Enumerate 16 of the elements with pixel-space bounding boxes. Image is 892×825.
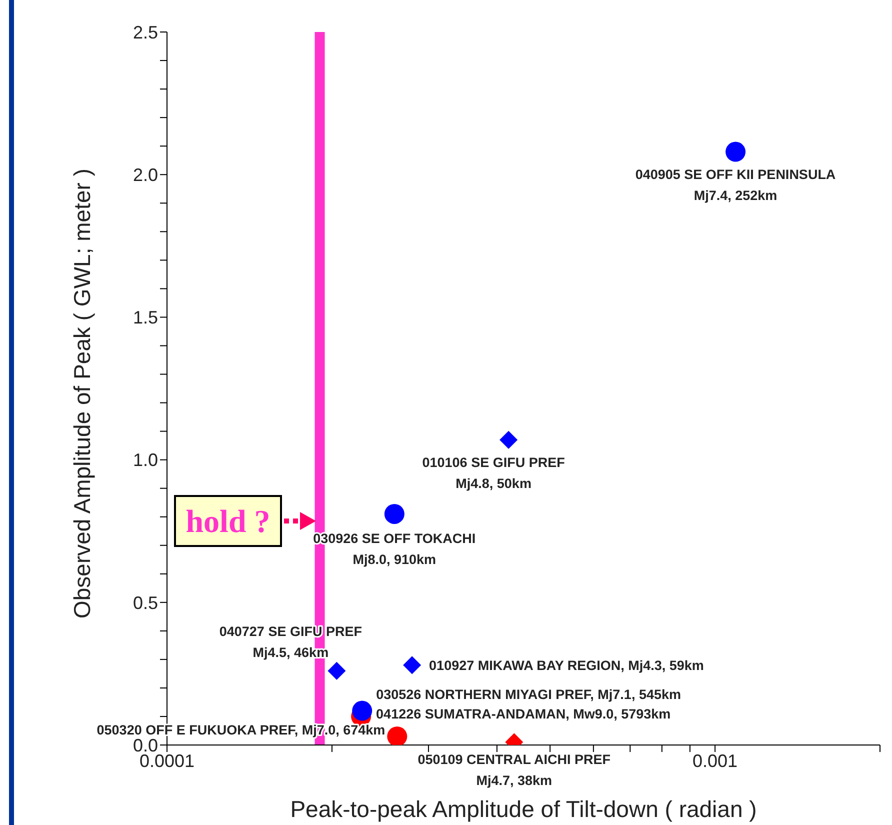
y-tick-label: 2.0	[132, 164, 158, 185]
callout-box: hold ?	[174, 495, 282, 547]
annotation: 040905 SE OFF KII PENINSULA Mj7.4, 252km	[635, 166, 836, 203]
x-axis-title: Peak-to-peak Amplitude of Tilt-down ( radian )	[290, 796, 757, 822]
y-tick-label: 0.5	[132, 592, 158, 613]
ref-line-label: hold ?	[186, 502, 270, 540]
y-tick-label: 1.0	[132, 450, 158, 470]
annotation: 041226 SUMATRA-ANDAMAN, Mw9.0, 5793km	[376, 706, 671, 722]
y-tick-label: 2.5	[132, 22, 158, 42]
annotation: 010927 MIKAWA BAY REGION, Mj4.3, 59km	[429, 658, 704, 674]
y-axis-title: Observed Amplitude of Peak ( GWL; meter )	[69, 168, 96, 618]
annotation: 050109 CENTRAL AICHI PREF Mj4.7, 38km	[418, 752, 611, 788]
y-tick-label: 1.5	[132, 308, 158, 328]
annotation: 030526 NORTHERN MIYAGI PREF, Mj7.1, 545km	[376, 686, 681, 702]
annotation: 010106 SE GIFU PREF Mj4.8, 50km	[422, 454, 565, 491]
x-tick-label: 0.001	[692, 750, 738, 771]
